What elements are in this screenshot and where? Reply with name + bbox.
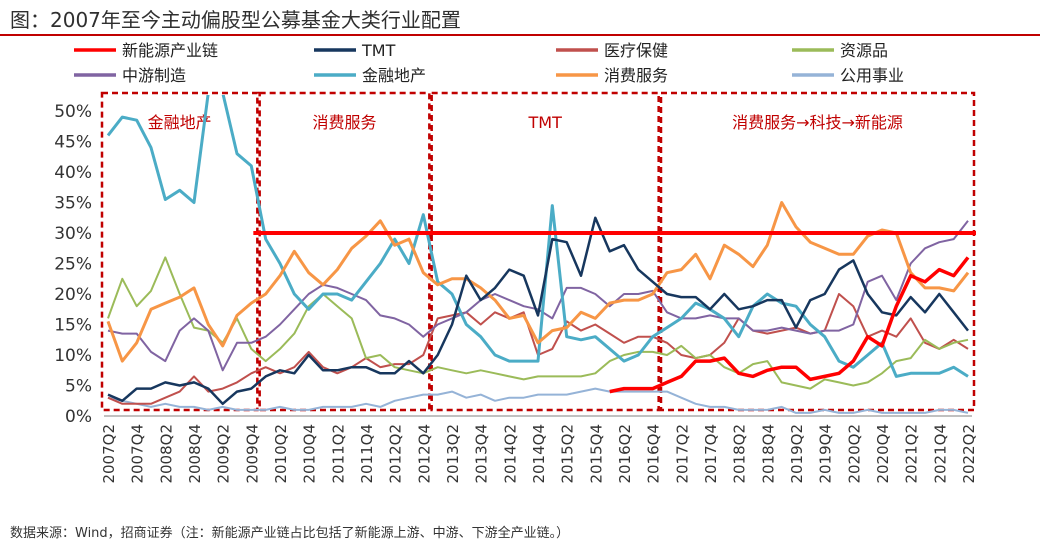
region-box: [100, 91, 259, 412]
y-tick-label: 25%: [54, 255, 92, 275]
y-tick-label: 20%: [54, 285, 92, 305]
x-tick-label: 2019Q2: [788, 424, 806, 484]
x-tick-label: 2009Q4: [243, 424, 261, 484]
region-label: 消费服务→科技→新能源: [732, 113, 903, 132]
y-tick-label: 15%: [54, 316, 92, 336]
series-line-0: [609, 256, 970, 394]
series-line-3: [107, 256, 969, 390]
y-tick-label: 0%: [65, 407, 92, 427]
x-tick-label: 2016Q4: [645, 424, 663, 484]
y-tick-label: 45%: [54, 133, 92, 153]
x-tick-label: 2019Q4: [817, 424, 835, 484]
y-tick-label: 50%: [54, 102, 92, 122]
y-tick-label: 30%: [54, 224, 92, 244]
legend-label: 金融地产: [362, 66, 426, 85]
x-tick-label: 2021Q2: [903, 424, 921, 484]
legend-label: 中游制造: [122, 66, 186, 85]
series-line-6: [106, 201, 970, 363]
region-box: [258, 91, 431, 412]
x-tick-label: 2020Q2: [845, 424, 863, 484]
x-tick-label: 2014Q4: [530, 424, 548, 484]
x-tick-label: 2011Q2: [329, 424, 347, 484]
series-line-7: [107, 387, 969, 414]
x-tick-label: 2012Q2: [387, 424, 405, 484]
x-tick-label: 2015Q4: [587, 424, 605, 484]
x-tick-label: 2018Q4: [759, 424, 777, 484]
x-tick-label: 2013Q2: [444, 424, 462, 484]
x-tick-label: 2021Q4: [931, 424, 949, 484]
region-label: 金融地产: [148, 113, 212, 132]
series-line-1: [107, 216, 969, 406]
chart-title: 图：2007年至今主动偏股型公募基金大类行业配置: [10, 8, 461, 32]
x-tick-label: 2022Q2: [960, 424, 978, 484]
x-tick-label: 2008Q2: [157, 424, 175, 484]
series-line-5: [106, 95, 969, 378]
x-tick-label: 2015Q2: [559, 424, 577, 484]
x-tick-label: 2009Q2: [215, 424, 233, 484]
region-label: TMT: [527, 113, 562, 132]
x-tick-label: 2008Q4: [186, 424, 204, 484]
x-tick-label: 2017Q4: [702, 424, 720, 484]
x-tick-label: 2020Q4: [874, 424, 892, 484]
source-note: 数据来源：Wind，招商证券（注：新能源产业链占比包括了新能源上游、中游、下游全…: [10, 526, 570, 541]
x-tick-label: 2016Q2: [616, 424, 634, 484]
x-tick-label: 2011Q4: [358, 424, 376, 484]
y-tick-label: 35%: [54, 194, 92, 214]
y-tick-label: 10%: [54, 346, 92, 366]
x-tick-label: 2010Q4: [301, 424, 319, 484]
x-tick-label: 2014Q2: [501, 424, 519, 484]
x-tick-label: 2012Q4: [415, 424, 433, 484]
x-tick-label: 2010Q2: [272, 424, 290, 484]
legend-label: 新能源产业链: [122, 41, 218, 60]
legend-label: TMT: [361, 41, 396, 60]
legend-label: 资源品: [840, 41, 888, 60]
legend-label: 医疗保健: [604, 41, 668, 60]
title-underline: [0, 34, 1040, 36]
region-box: [430, 91, 660, 412]
x-tick-label: 2007Q2: [100, 424, 118, 484]
x-tick-label: 2018Q2: [731, 424, 749, 484]
x-tick-label: 2017Q2: [673, 424, 691, 484]
x-tick-label: 2007Q4: [129, 424, 147, 484]
y-tick-label: 40%: [54, 163, 92, 183]
x-tick-label: 2013Q4: [473, 424, 491, 484]
chart: 0% 5% 10% 15% 20% 25% 30% 35% 40% 45% 50% 2007Q2 200…: [54, 41, 978, 484]
legend-label: 公用事业: [840, 66, 904, 85]
region-label: 消费服务: [312, 113, 376, 132]
legend-label: 消费服务: [604, 66, 668, 85]
y-tick-label: 5%: [65, 377, 92, 397]
region-box: [659, 91, 976, 412]
